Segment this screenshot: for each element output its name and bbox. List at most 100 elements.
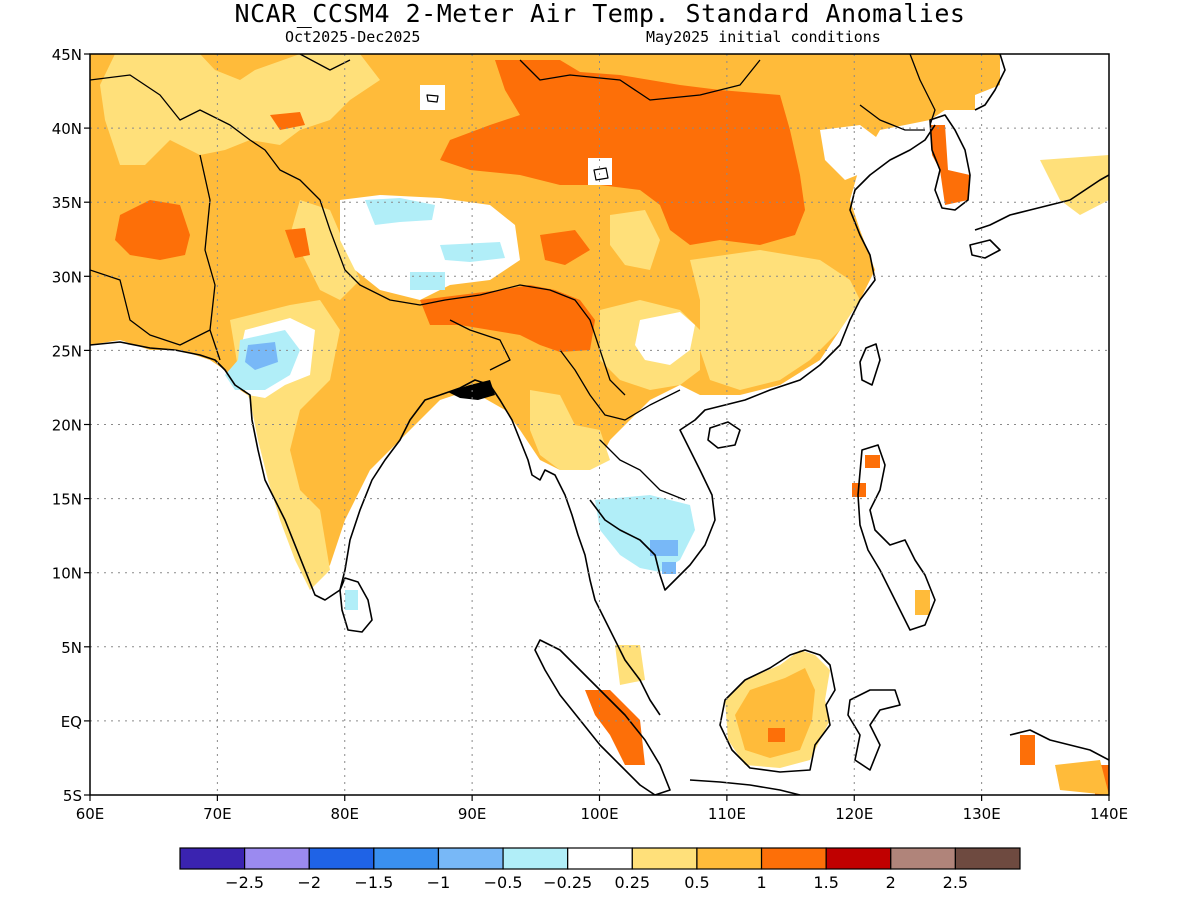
colorbar-label: 1.5 bbox=[813, 873, 838, 892]
coastline-japan bbox=[974, 54, 1006, 111]
longitude-axis: 60E 70E 80E 90E 100E 110E 120E 130E 140E bbox=[76, 795, 1128, 823]
lat-tick-label: 5S bbox=[63, 787, 82, 805]
colorbar-label: 1 bbox=[756, 873, 766, 892]
country-border bbox=[559, 349, 681, 421]
anomaly-region-white bbox=[420, 85, 445, 110]
anomaly-region-yellow bbox=[100, 54, 380, 165]
colorbar-label: −2 bbox=[297, 873, 321, 892]
forecast-period: Oct2025-Dec2025 bbox=[285, 28, 421, 46]
coastline-bay-of-bengal bbox=[439, 379, 661, 716]
colorbar bbox=[179, 847, 1021, 870]
anomaly-region-mid-blue bbox=[245, 342, 278, 370]
coastline-sulawesi bbox=[847, 689, 901, 771]
coastlines bbox=[90, 54, 1109, 795]
anomaly-region-yellow bbox=[290, 200, 360, 300]
country-border bbox=[859, 104, 925, 131]
country-border bbox=[199, 154, 221, 361]
anomaly-region-orange bbox=[768, 728, 785, 742]
lon-tick-label: 140E bbox=[1090, 805, 1128, 823]
lat-tick-label: 15N bbox=[52, 491, 82, 509]
initial-conditions: May2025 initial conditions bbox=[646, 28, 881, 46]
anomaly-region-orange bbox=[540, 230, 590, 265]
colorbar-label: −1 bbox=[427, 873, 451, 892]
colorbar-swatch bbox=[308, 847, 375, 870]
anomaly-region-orange bbox=[285, 228, 310, 258]
anomaly-region-light-blue bbox=[365, 198, 435, 225]
anomaly-region-mid-blue bbox=[662, 562, 676, 574]
colorbar-swatch bbox=[631, 847, 698, 870]
anomaly-region-orange bbox=[865, 455, 880, 468]
colorbar-swatch bbox=[244, 847, 310, 870]
anomaly-region-yellow bbox=[615, 645, 645, 685]
lat-tick-label: 35N bbox=[52, 194, 82, 212]
country-border bbox=[909, 54, 936, 126]
lat-tick-label: 30N bbox=[52, 268, 82, 286]
anomaly-region-orange bbox=[270, 112, 305, 130]
anomaly-region-orange bbox=[1020, 735, 1035, 765]
colorbar-swatch bbox=[502, 847, 569, 870]
coastline-new-guinea bbox=[1009, 729, 1109, 761]
anomaly-region-light-blue bbox=[410, 272, 445, 290]
colorbar-label: −0.25 bbox=[543, 873, 592, 892]
colorbar-label: −1.5 bbox=[354, 873, 393, 892]
anomaly-region-orange bbox=[420, 285, 595, 352]
lat-tick-label: 10N bbox=[52, 565, 82, 583]
colorbar-label: −0.5 bbox=[484, 873, 523, 892]
coastline-sri-lanka bbox=[339, 577, 373, 633]
coastline-hainan bbox=[707, 421, 741, 449]
lon-tick-label: 120E bbox=[835, 805, 873, 823]
anomaly-region-light-blue bbox=[440, 242, 505, 262]
colorbar-swatch bbox=[954, 847, 1021, 870]
colorbar-label: 2.5 bbox=[943, 873, 968, 892]
colorbar-label: 2 bbox=[886, 873, 896, 892]
anomaly-region-yellow bbox=[610, 210, 660, 270]
anomaly-region-yellow bbox=[690, 250, 860, 390]
country-border bbox=[449, 319, 511, 371]
lake-outline bbox=[593, 167, 609, 181]
country-border bbox=[90, 269, 211, 346]
colorbar-label: 0.5 bbox=[684, 873, 709, 892]
anomaly-region-mid-blue bbox=[650, 540, 678, 556]
country-border bbox=[519, 59, 761, 101]
lat-tick-label: EQ bbox=[61, 713, 82, 731]
anomaly-region-light-blue bbox=[345, 590, 358, 610]
colorbar-swatch bbox=[567, 847, 633, 870]
lon-tick-label: 80E bbox=[330, 805, 359, 823]
lat-tick-label: 40N bbox=[52, 120, 82, 138]
graticule bbox=[90, 54, 1109, 795]
anomaly-field bbox=[90, 54, 1109, 795]
anomaly-region-light-orange bbox=[735, 668, 815, 758]
country-border bbox=[299, 54, 351, 71]
coastline-india bbox=[90, 341, 441, 601]
delta-bangladesh bbox=[448, 380, 495, 400]
colorbar-swatch bbox=[696, 847, 763, 870]
coastline-indochina bbox=[589, 124, 936, 591]
anomaly-region-orange bbox=[930, 125, 970, 205]
lon-tick-label: 110E bbox=[708, 805, 746, 823]
anomaly-region-white bbox=[635, 312, 695, 365]
anomaly-region-light-orange bbox=[915, 590, 930, 615]
colorbar-swatch bbox=[437, 847, 504, 870]
lon-tick-label: 60E bbox=[76, 805, 105, 823]
lat-tick-label: 25N bbox=[52, 342, 82, 360]
coastline-java bbox=[689, 779, 801, 795]
colorbar-swatch bbox=[890, 847, 956, 870]
coastline-japan bbox=[974, 174, 1109, 231]
anomaly-region-yellow bbox=[530, 390, 610, 470]
anomaly-region-orange bbox=[440, 60, 805, 245]
colorbar-swatch bbox=[760, 847, 827, 870]
anomaly-region-white bbox=[820, 125, 880, 180]
colorbar-labels: −2.5 −2 −1.5 −1 −0.5 −0.25 0.25 0.5 1 1.5 2 2.5 bbox=[225, 873, 968, 892]
lat-tick-label: 45N bbox=[52, 46, 82, 64]
coastline-sumatra bbox=[534, 639, 671, 795]
colorbar-swatch bbox=[373, 847, 440, 870]
colorbar-label: 0.25 bbox=[614, 873, 650, 892]
coastline-taiwan bbox=[859, 343, 881, 386]
colorbar-swatch bbox=[825, 847, 892, 870]
country-border bbox=[599, 439, 686, 501]
coastline-philippines bbox=[857, 444, 936, 631]
coastline-borneo bbox=[719, 649, 836, 773]
lon-tick-label: 100E bbox=[580, 805, 618, 823]
country-border bbox=[90, 74, 626, 396]
lat-tick-label: 5N bbox=[61, 639, 82, 657]
